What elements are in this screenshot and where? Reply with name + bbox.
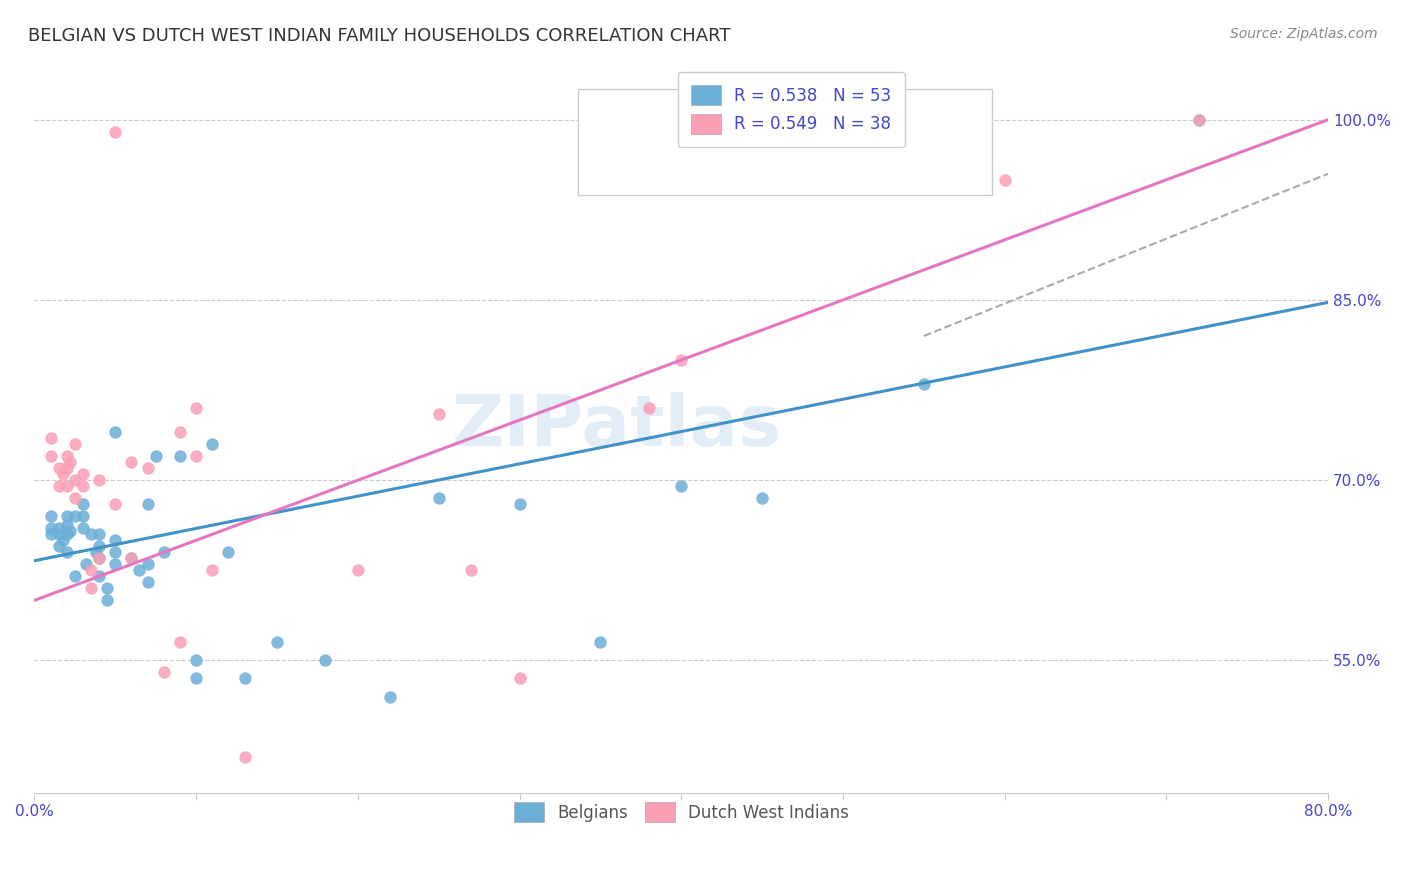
Point — [80, 582, 103, 596]
Point — [912, 377, 935, 392]
Point — [346, 563, 368, 577]
Point — [55, 449, 77, 463]
Point — [136, 461, 159, 475]
Point — [509, 672, 531, 686]
Point — [104, 533, 127, 548]
Point — [48, 527, 70, 541]
Point — [75, 558, 97, 572]
Point — [152, 545, 174, 559]
Point — [671, 353, 693, 368]
Point — [104, 125, 127, 139]
Point — [72, 497, 94, 511]
Point — [87, 473, 110, 487]
Point — [63, 473, 86, 487]
Point — [39, 449, 62, 463]
Point — [96, 593, 118, 607]
Point — [136, 558, 159, 572]
Point — [104, 425, 127, 439]
Point — [63, 509, 86, 524]
Point — [72, 509, 94, 524]
Point — [84, 545, 107, 559]
Point — [48, 479, 70, 493]
Point — [63, 437, 86, 451]
Point — [994, 173, 1017, 187]
Point — [120, 551, 142, 566]
Point — [378, 690, 401, 704]
Point — [63, 569, 86, 583]
Point — [152, 665, 174, 680]
Point — [87, 569, 110, 583]
Point — [136, 575, 159, 590]
Text: ZIPatlas: ZIPatlas — [451, 392, 782, 460]
Point — [52, 533, 75, 548]
Point — [314, 653, 336, 667]
Point — [104, 558, 127, 572]
Point — [266, 635, 288, 649]
Point — [184, 653, 207, 667]
Point — [184, 449, 207, 463]
Point — [87, 527, 110, 541]
Point — [460, 563, 482, 577]
Point — [72, 467, 94, 482]
Point — [39, 431, 62, 445]
Point — [233, 749, 256, 764]
Point — [55, 509, 77, 524]
Point — [87, 551, 110, 566]
Point — [145, 449, 167, 463]
Point — [1188, 112, 1211, 127]
Point — [184, 672, 207, 686]
Point — [120, 551, 142, 566]
Point — [184, 401, 207, 416]
Point — [128, 563, 150, 577]
Point — [87, 539, 110, 553]
Point — [59, 524, 82, 538]
Point — [80, 563, 103, 577]
Legend: Belgians, Dutch West Indians: Belgians, Dutch West Indians — [501, 789, 862, 836]
Point — [39, 509, 62, 524]
Text: Source: ZipAtlas.com: Source: ZipAtlas.com — [1230, 27, 1378, 41]
Point — [427, 491, 450, 506]
Point — [201, 563, 224, 577]
Point — [509, 497, 531, 511]
Point — [48, 521, 70, 535]
Point — [201, 437, 224, 451]
Point — [589, 635, 612, 649]
Point — [120, 455, 142, 469]
Point — [169, 635, 191, 649]
Point — [55, 527, 77, 541]
Text: BELGIAN VS DUTCH WEST INDIAN FAMILY HOUSEHOLDS CORRELATION CHART: BELGIAN VS DUTCH WEST INDIAN FAMILY HOUS… — [28, 27, 731, 45]
Point — [39, 521, 62, 535]
Point — [55, 479, 77, 493]
Point — [48, 539, 70, 553]
Point — [55, 461, 77, 475]
Point — [104, 497, 127, 511]
Point — [169, 425, 191, 439]
Point — [48, 461, 70, 475]
Point — [87, 551, 110, 566]
Point — [169, 449, 191, 463]
Point — [136, 497, 159, 511]
Point — [39, 527, 62, 541]
Point — [72, 521, 94, 535]
Point — [638, 401, 661, 416]
Point — [427, 407, 450, 421]
FancyBboxPatch shape — [578, 89, 991, 195]
Point — [217, 545, 239, 559]
Point — [1188, 112, 1211, 127]
Point — [104, 545, 127, 559]
Point — [63, 491, 86, 506]
Point — [751, 491, 773, 506]
Point — [59, 455, 82, 469]
Point — [52, 467, 75, 482]
Point — [80, 527, 103, 541]
Point — [55, 517, 77, 532]
Point — [671, 479, 693, 493]
Point — [72, 479, 94, 493]
Point — [233, 672, 256, 686]
Point — [96, 582, 118, 596]
Point — [55, 545, 77, 559]
